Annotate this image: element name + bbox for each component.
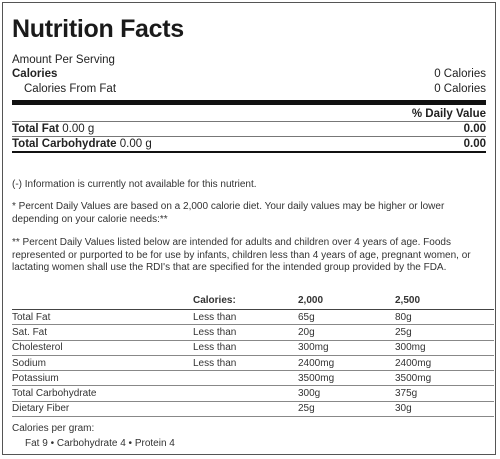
nutrition-label: Nutrition Facts Amount Per Serving Calor… [2, 2, 496, 455]
table-header-calories: Calories: [193, 291, 298, 310]
table-cell [12, 291, 193, 310]
calories-from-fat-row: Calories From Fat 0 Calories [12, 82, 486, 96]
table-cell: 300mg [298, 340, 395, 356]
table-header-2500: 2,500 [395, 291, 494, 310]
table-cell: 3500mg [395, 370, 494, 387]
table-cell: 30g [395, 401, 494, 418]
table-header-2000: 2,000 [298, 291, 395, 310]
table-cell: 300g [298, 385, 395, 402]
calories-per-gram-values: Fat 9 • Carbohydrate 4 • Protein 4 [25, 438, 175, 449]
calories-from-fat-label: Calories From Fat [24, 83, 117, 95]
calories-from-fat-value: 0 Calories [434, 83, 486, 95]
daily-value-header: % Daily Value [411, 108, 486, 120]
table-row: Total Fat Less than 65g 80g [12, 309, 494, 326]
calories-value: 0 Calories [434, 68, 486, 80]
note-percent-dv: * Percent Daily Values are based on a 2,… [12, 201, 445, 225]
nutrient-row-total-carbohydrate: Total Carbohydrate 0.00 g 0.00 [12, 137, 486, 151]
nutrient-label: Total Fat [12, 123, 60, 135]
table-cell [193, 370, 298, 387]
amount-per-serving: Amount Per Serving [12, 53, 486, 67]
table-cell: Less than [193, 340, 298, 356]
nutrient-dv: 0.00 [463, 138, 486, 150]
calories-label: Calories [12, 68, 58, 80]
amount-per-serving-text: Amount Per Serving [12, 54, 115, 66]
table-row: Potassium 3500mg 3500mg [12, 370, 494, 387]
table-cell: 80g [395, 309, 494, 326]
calories-row: Calories 0 Calories [12, 67, 486, 81]
nutrient-label: Total Carbohydrate [12, 138, 117, 150]
thick-divider [12, 100, 486, 105]
table-cell: Less than [193, 309, 298, 326]
table-row: Total Carbohydrate 300g 375g [12, 385, 494, 402]
nutrient-dv: 0.00 [463, 123, 486, 135]
nutrient-amount: 0.00 g [62, 123, 95, 135]
table-cell: Total Carbohydrate [12, 385, 193, 402]
table-row: Sat. Fat Less than 20g 25g [12, 324, 494, 341]
table-cell: Less than [193, 324, 298, 341]
table-cell: 300mg [395, 340, 494, 356]
note-unavailable: (-) Information is currently not availab… [12, 179, 257, 190]
table-cell: 25g [395, 324, 494, 341]
table-cell: 25g [298, 401, 395, 418]
divider [12, 121, 486, 122]
table-row: Dietary Fiber 25g 30g [12, 401, 494, 418]
calories-per-gram-label: Calories per gram: [12, 423, 95, 434]
table-row: Cholesterol Less than 300mg 300mg [12, 340, 494, 356]
table-cell: 20g [298, 324, 395, 341]
note-intended: ** Percent Daily Values listed below are… [12, 237, 471, 273]
nutrient-amount: 0.00 g [119, 138, 152, 150]
table-cell: 2400mg [395, 355, 494, 372]
table-cell: 2400mg [298, 355, 395, 372]
table-cell: Dietary Fiber [12, 401, 193, 418]
table-cell: Cholesterol [12, 340, 193, 356]
table-row: Sodium Less than 2400mg 2400mg [12, 355, 494, 372]
table-cell [193, 385, 298, 402]
table-cell: Potassium [12, 370, 193, 387]
divider [12, 151, 486, 153]
daily-value-table: Calories: 2,000 2,500 Total Fat Less tha… [12, 291, 494, 418]
table-cell: Sat. Fat [12, 324, 193, 341]
label-title: Nutrition Facts [12, 15, 184, 43]
nutrient-row-total-fat: Total Fat 0.00 g 0.00 [12, 122, 486, 136]
table-cell: 65g [298, 309, 395, 326]
table-cell: Less than [193, 355, 298, 372]
table-header-row: Calories: 2,000 2,500 [12, 291, 494, 310]
table-cell [193, 401, 298, 418]
table-cell: Total Fat [12, 309, 193, 326]
table-cell: 3500mg [298, 370, 395, 387]
table-cell: 375g [395, 385, 494, 402]
divider [12, 136, 486, 137]
table-cell: Sodium [12, 355, 193, 372]
